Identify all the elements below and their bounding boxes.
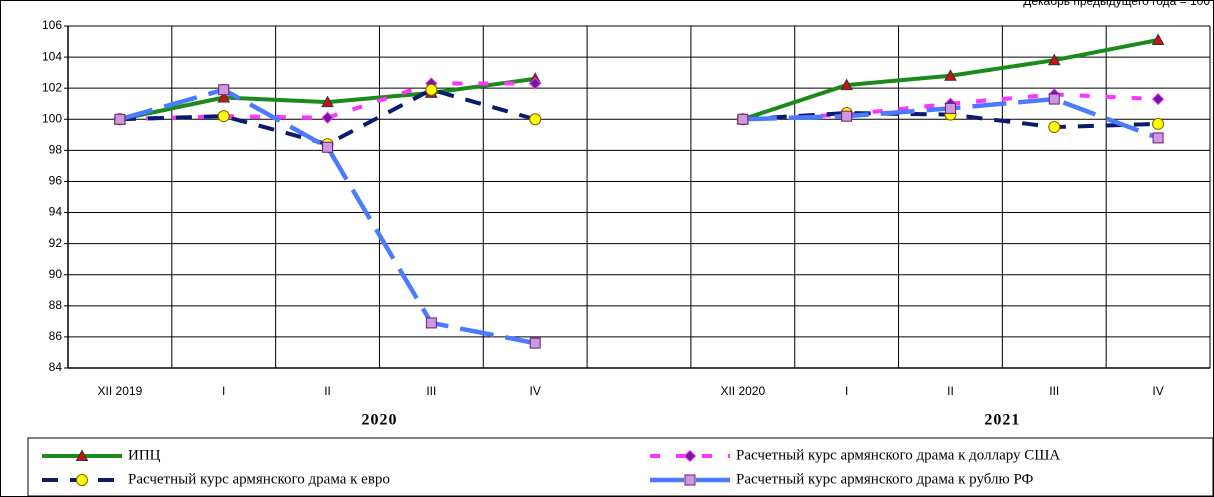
marker [737, 113, 749, 125]
y-tick-label: 102 [42, 80, 62, 94]
x-tick-label: I [222, 384, 225, 398]
y-tick-label: 92 [49, 236, 63, 250]
x-tick-label: II [324, 384, 331, 398]
marker [217, 90, 231, 103]
x-tick-label: IV [1152, 384, 1163, 398]
marker [321, 95, 334, 108]
marker [529, 113, 542, 126]
marker [218, 84, 230, 96]
marker [944, 102, 956, 114]
y-tick-label: 106 [42, 18, 62, 32]
y-tick-label: 100 [42, 111, 62, 125]
y-tick-label: 90 [49, 267, 63, 281]
legend-label: Расчетный курс армянского драма к евро [128, 471, 390, 487]
marker [528, 77, 542, 90]
group-label: 2020 [361, 412, 397, 429]
chart-subtitle: Декабрь предыдущего года = 100 [1023, 0, 1210, 8]
x-tick-label: II [947, 384, 954, 398]
marker [1048, 121, 1061, 134]
marker [529, 337, 541, 349]
marker [425, 83, 438, 96]
x-tick-label: I [845, 384, 848, 398]
group-label: 2021 [984, 412, 1020, 429]
marker [684, 474, 696, 486]
marker [75, 449, 89, 461]
legend-box [27, 437, 1214, 497]
x-tick-label: III [1049, 384, 1059, 398]
marker [841, 110, 853, 122]
x-tick-label: III [426, 384, 436, 398]
marker [683, 449, 697, 463]
legend-label: ИПЦ [128, 447, 161, 463]
marker [425, 317, 437, 329]
y-tick-label: 88 [49, 298, 63, 312]
marker [1151, 92, 1165, 106]
marker [76, 474, 88, 486]
x-tick-label: IV [530, 384, 541, 398]
marker [1048, 93, 1060, 105]
marker [1152, 117, 1165, 130]
y-tick-label: 94 [49, 205, 63, 219]
marker [217, 110, 230, 123]
marker [1151, 33, 1165, 45]
y-tick-label: 86 [49, 329, 63, 343]
y-tick-label: 96 [49, 174, 63, 188]
marker [840, 78, 853, 91]
y-tick-label: 84 [49, 360, 63, 374]
x-tick-label: XII 2020 [720, 384, 765, 398]
marker [1152, 132, 1164, 144]
marker [322, 141, 334, 153]
x-tick-label: XII 2019 [98, 384, 143, 398]
marker [944, 69, 957, 81]
legend-label: Расчетный курс армянского драма к рублю … [736, 471, 1034, 487]
marker [114, 113, 126, 125]
y-tick-label: 104 [42, 49, 62, 63]
y-tick-label: 98 [49, 143, 63, 157]
marker [321, 111, 334, 124]
legend-label: Расчетный курс армянского драма к доллар… [736, 447, 1060, 463]
marker [1047, 53, 1061, 66]
